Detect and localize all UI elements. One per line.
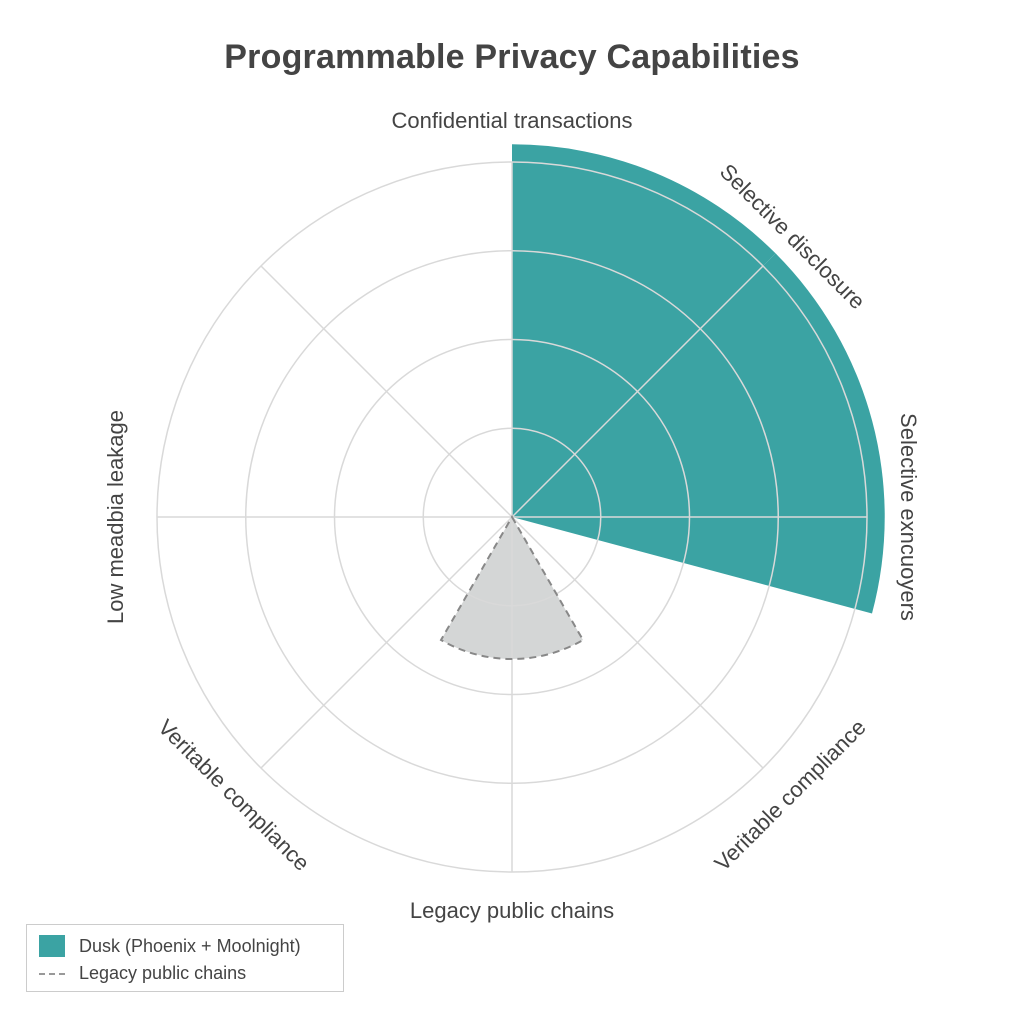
legend-item-dusk: Dusk (Phoenix + Moolnight) (39, 935, 301, 957)
legend-label-dusk: Dusk (Phoenix + Moolnight) (79, 935, 301, 956)
sectors-layer (441, 144, 885, 660)
grid-spoke-3 (511, 516, 764, 769)
axis-label-0: Confidential transactions (392, 108, 633, 133)
axis-label-4: Legacy public chains (410, 898, 614, 923)
legend-label-legacy: Legacy public chains (79, 963, 247, 983)
sector-0-1 (512, 253, 885, 614)
axis-label-6: Low meadbia leakage (103, 410, 128, 624)
chart-title: Programmable Privacy Capabilities (224, 38, 800, 76)
grid-layer (156, 161, 868, 873)
grid-spoke-5 (260, 516, 513, 769)
sector-0-0 (512, 144, 776, 517)
legend-swatch-dusk (39, 935, 65, 957)
sector-outline-1-0 (439, 514, 585, 660)
legend-item-legacy: Legacy public chains (39, 963, 246, 984)
outline-layer (439, 514, 585, 660)
grid-spoke-1 (511, 265, 764, 518)
legend-swatch-legacy (39, 972, 65, 975)
axis-label-2: Selective exncuoyers (896, 413, 921, 621)
legend: Dusk (Phoenix + Moolnight) Legacy public… (26, 924, 344, 992)
grid-spoke-7 (260, 265, 513, 518)
